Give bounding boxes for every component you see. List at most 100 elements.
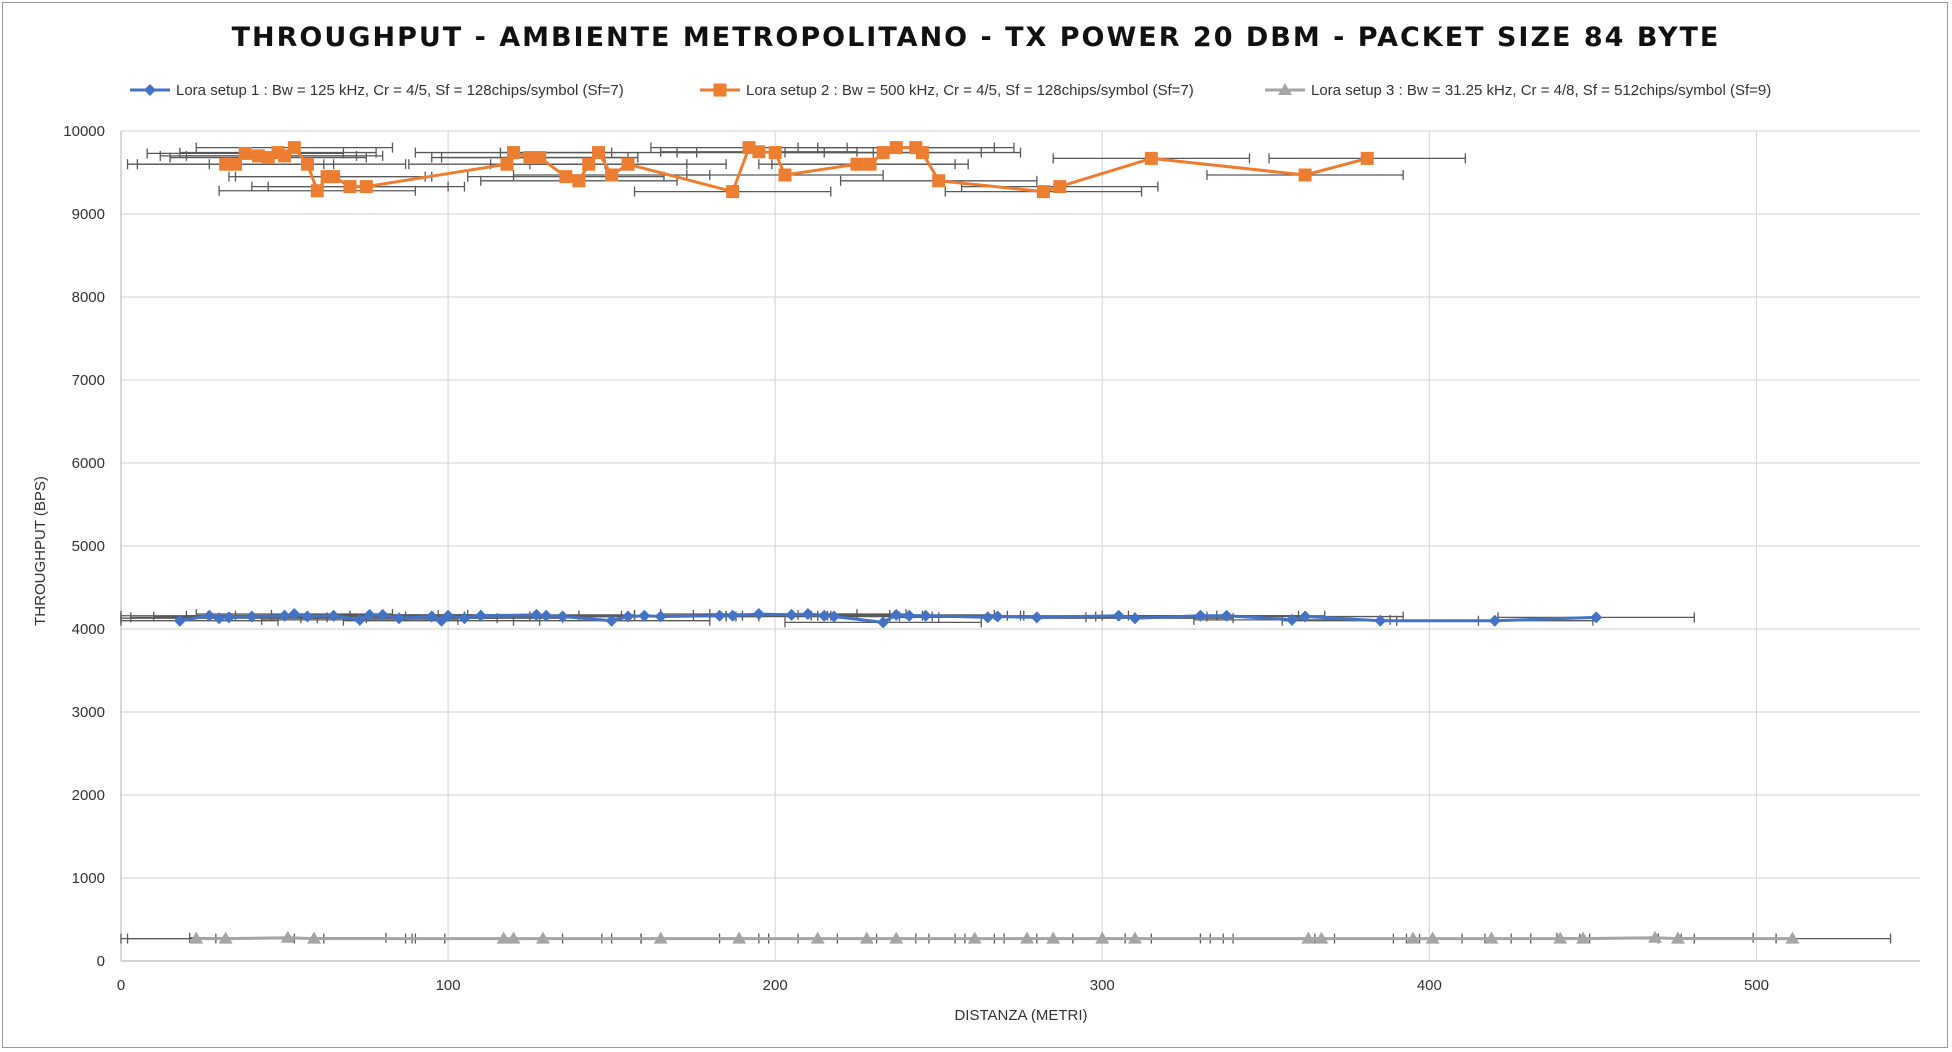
- data-point: [713, 609, 726, 622]
- data-point: [278, 609, 291, 622]
- data-point: [363, 608, 376, 621]
- data-point: [359, 180, 373, 194]
- data-point: [261, 151, 275, 165]
- data-point: [218, 931, 233, 944]
- data-point: [876, 146, 890, 160]
- data-point: [801, 608, 814, 621]
- data-point: [981, 611, 994, 624]
- data-point: [1144, 151, 1158, 165]
- data-point: [301, 610, 314, 623]
- data-point: [1553, 931, 1568, 944]
- data-point: [1314, 931, 1329, 944]
- data-point: [991, 610, 1004, 623]
- data-point: [638, 609, 651, 622]
- data-point: [1590, 611, 1603, 624]
- data-point: [889, 931, 904, 944]
- data-point: [919, 609, 932, 622]
- data-point: [752, 145, 766, 159]
- data-point: [506, 931, 521, 944]
- series-line: [196, 936, 1793, 941]
- data-point: [1112, 609, 1125, 622]
- x-tick-label: 100: [436, 977, 461, 994]
- data-point: [863, 157, 877, 171]
- data-point: [228, 157, 242, 171]
- y-tick-label: 6000: [72, 455, 105, 472]
- data-point: [742, 141, 756, 155]
- data-point: [582, 157, 596, 171]
- data-point: [238, 146, 252, 160]
- data-point: [1576, 931, 1591, 944]
- x-tick-label: 400: [1417, 977, 1442, 994]
- data-point: [1220, 609, 1233, 622]
- data-point: [778, 168, 792, 182]
- data-point: [442, 609, 455, 622]
- data-point: [850, 157, 864, 171]
- data-point: [288, 608, 301, 621]
- x-tick-label: 500: [1744, 977, 1769, 994]
- series-1: [120, 608, 1695, 629]
- data-point: [458, 612, 471, 625]
- data-point: [1648, 930, 1663, 943]
- data-point: [251, 149, 265, 163]
- data-point: [785, 608, 798, 621]
- legend: Lora setup 1 : Bw = 125 kHz, Cr = 4/5, S…: [130, 82, 1771, 99]
- data-point: [1053, 180, 1067, 194]
- legend-label: Lora setup 3 : Bw = 31.25 kHz, Cr = 4/8,…: [1311, 82, 1771, 99]
- data-point: [1785, 931, 1800, 944]
- data-point: [353, 613, 366, 626]
- data-point: [915, 146, 929, 160]
- data-point: [752, 608, 765, 621]
- data-point: [376, 608, 389, 621]
- y-tick-label: 7000: [72, 372, 105, 389]
- y-tick-label: 8000: [72, 289, 105, 306]
- legend-item-2: Lora setup 2 : Bw = 500 kHz, Cr = 4/5, S…: [700, 82, 1194, 99]
- data-point: [1374, 614, 1387, 627]
- legend-marker: [713, 83, 727, 97]
- data-point: [213, 612, 226, 625]
- data-point: [890, 608, 903, 621]
- data-point: [287, 141, 301, 155]
- data-point: [903, 609, 916, 622]
- data-point: [189, 931, 204, 944]
- data-point: [393, 612, 406, 625]
- data-point: [967, 931, 982, 944]
- grid: [121, 130, 1920, 962]
- y-tick-label: 10000: [63, 123, 105, 140]
- data-point: [1298, 168, 1312, 182]
- data-point: [203, 609, 216, 622]
- legend-item-1: Lora setup 1 : Bw = 125 kHz, Cr = 4/5, S…: [130, 82, 624, 99]
- data-point: [1484, 931, 1499, 944]
- data-point: [556, 610, 569, 623]
- y-axis-label: THROUGHPUT (BPS): [32, 476, 49, 626]
- data-point: [496, 931, 511, 944]
- y-tick-label: 2000: [72, 787, 105, 804]
- data-point: [1128, 612, 1141, 625]
- series-line: [225, 146, 1368, 194]
- data-point: [1299, 610, 1312, 623]
- legend-label: Lora setup 1 : Bw = 125 kHz, Cr = 4/5, S…: [176, 82, 624, 99]
- data-point: [1360, 151, 1374, 165]
- data-point: [572, 174, 586, 188]
- data-point: [327, 609, 340, 622]
- x-tick-label: 200: [763, 977, 788, 994]
- data-point: [726, 185, 740, 199]
- data-point: [1095, 931, 1110, 944]
- data-point: [1046, 931, 1061, 944]
- data-point: [621, 610, 634, 623]
- data-point: [300, 157, 314, 171]
- data-point: [605, 168, 619, 182]
- y-tick-label: 4000: [72, 621, 105, 638]
- data-point: [726, 609, 739, 622]
- data-point: [1301, 931, 1316, 944]
- data-point: [245, 610, 258, 623]
- data-point: [500, 157, 514, 171]
- data-point: [877, 616, 890, 629]
- data-point: [768, 146, 782, 160]
- data-point: [621, 157, 635, 171]
- data-point: [540, 609, 553, 622]
- legend-marker: [144, 84, 156, 96]
- x-tick-label: 0: [117, 977, 125, 994]
- data-point: [278, 149, 292, 163]
- data-point: [306, 931, 321, 944]
